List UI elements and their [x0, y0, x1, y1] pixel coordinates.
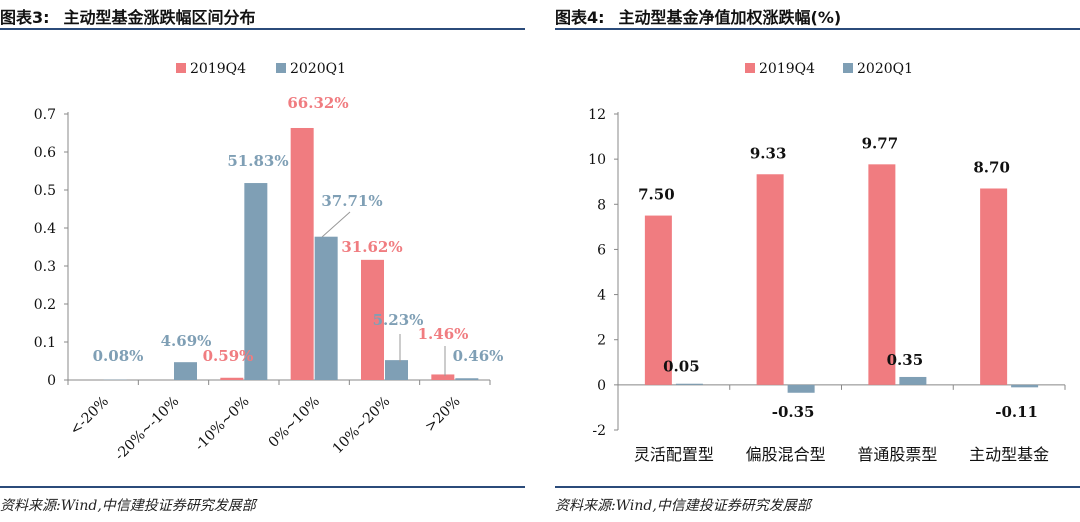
y-tick-label: 0.4 — [34, 221, 56, 237]
x-category-label: 偏股混合型 — [746, 445, 826, 464]
y-tick-label: 10 — [588, 152, 606, 168]
y-tick-label: 0 — [597, 378, 606, 394]
x-category-label: 10%~20% — [330, 394, 394, 458]
x-category-label: 0%~10% — [266, 394, 323, 451]
x-category-label: >20% — [422, 394, 464, 436]
bar-2020Q1-2 — [244, 183, 268, 380]
right-chart-caption: 图表4: 主动型基金净值加权涨跌幅(%) — [555, 4, 841, 28]
y-tick-label: 8 — [597, 197, 606, 213]
left-caption-label: 图表3: — [0, 8, 50, 27]
bar-2019Q4-2 — [868, 164, 896, 385]
data-label-2019Q4-5: 1.46% — [418, 325, 469, 343]
y-tick-label: 4 — [597, 288, 606, 304]
y-tick-label: 0.1 — [34, 335, 56, 351]
data-label-2020Q1-2: 51.83% — [227, 152, 288, 170]
data-label-2019Q4-2: 9.77 — [862, 134, 899, 152]
right-chart-panel: 图表4: 主动型基金净值加权涨跌幅(%) 2019Q4 2020Q1 -2 0 2 4 6 8 1… — [555, 0, 1080, 522]
right-bar-chart: 2019Q4 2020Q1 -2 0 2 4 6 8 10 12 灵活配置型 偏股混合型 普通股票型 主动… — [588, 61, 1066, 464]
bar-2019Q4-3 — [290, 127, 314, 380]
data-label-2020Q1-3: 37.71% — [321, 192, 382, 210]
bar-2019Q4-0 — [644, 215, 672, 385]
data-label-2019Q4-3: 66.32% — [287, 94, 348, 112]
y-tick-label: 12 — [588, 107, 606, 123]
bar-2019Q4-4 — [361, 259, 384, 380]
y-tick-label: -2 — [592, 423, 606, 439]
bar-2020Q1-5 — [455, 378, 479, 380]
bar-2020Q1-3 — [1011, 384, 1039, 388]
legend-swatch-2020Q1 — [843, 63, 853, 73]
y-tick-label: 0 — [47, 373, 56, 389]
bar-2020Q1-3 — [314, 236, 338, 380]
data-label-2020Q1-1: -0.35 — [772, 403, 815, 421]
bar-2020Q1-2 — [899, 376, 927, 385]
bar-2019Q4-5 — [431, 374, 455, 380]
x-category-label: -10%~0% — [192, 394, 253, 455]
right-source-note: 资料来源:Wind,中信建投证券研究发展部 — [555, 498, 811, 514]
legend-swatch-2019Q4 — [176, 63, 186, 73]
x-category-label: 灵活配置型 — [634, 445, 714, 464]
data-label-2019Q4-4: 31.62% — [341, 238, 402, 256]
legend-swatch-2019Q4 — [745, 63, 755, 73]
x-category-label: <-20% — [67, 394, 112, 439]
y-tick-label: 0.6 — [34, 145, 56, 161]
right-caption-label: 图表4: — [555, 8, 605, 27]
data-label-2020Q1-5: 0.46% — [453, 347, 504, 365]
y-tick-label: 0.2 — [34, 297, 56, 313]
y-tick-label: 0.5 — [34, 183, 56, 199]
bar-2020Q1-0 — [675, 383, 703, 385]
right-caption-title: 主动型基金净值加权涨跌幅(%) — [618, 8, 842, 27]
y-tick-label: 6 — [597, 242, 606, 258]
data-label-2020Q1-3: -0.11 — [995, 403, 1038, 421]
x-category-label: 主动型基金 — [969, 445, 1049, 464]
x-category-label: -20%~-10% — [112, 394, 182, 464]
y-tick-label: 0.3 — [34, 259, 56, 275]
data-label-2020Q1-4: 5.23% — [373, 311, 424, 329]
right-bottom-rule — [555, 486, 1080, 488]
data-label-2019Q4-0: 7.50 — [638, 186, 675, 204]
left-bottom-rule — [0, 486, 525, 488]
data-label-2019Q4-1: 9.33 — [750, 144, 787, 162]
bar-2020Q1-1 — [787, 384, 815, 393]
legend-label-2019Q4: 2019Q4 — [759, 61, 815, 77]
data-label-2020Q1-2: 0.35 — [887, 351, 924, 369]
left-top-rule — [0, 28, 525, 30]
left-chart-caption: 图表3: 主动型基金涨跌幅区间分布 — [0, 4, 256, 28]
y-tick-label: 0.7 — [34, 107, 56, 123]
bar-2019Q4-3 — [980, 188, 1008, 385]
legend-label-2020Q1: 2020Q1 — [290, 61, 346, 77]
bar-2019Q4-2 — [220, 377, 244, 380]
legend-swatch-2020Q1 — [276, 63, 286, 73]
bar-2020Q1-4 — [385, 360, 408, 380]
bar-2020Q1-1 — [174, 362, 197, 380]
legend-label-2020Q1: 2020Q1 — [857, 61, 913, 77]
x-category-label: 普通股票型 — [857, 445, 937, 464]
bar-2019Q4-1 — [756, 174, 784, 385]
y-tick-label: 2 — [597, 333, 606, 349]
right-top-rule — [555, 28, 1080, 30]
data-label-2020Q1-0: 0.05 — [663, 358, 700, 376]
data-label-2019Q4-3: 8.70 — [973, 158, 1010, 176]
data-label-2020Q1-0: 0.08% — [93, 347, 144, 365]
left-chart-panel: 图表3: 主动型基金涨跌幅区间分布 2019Q4 2020Q1 0 0.1 0.2 0.3 0… — [0, 0, 525, 522]
leader-line — [321, 211, 351, 238]
data-label-2020Q1-1: 4.69% — [161, 332, 212, 350]
left-caption-title: 主动型基金涨跌幅区间分布 — [63, 8, 256, 27]
data-label-2019Q4-2: 0.59% — [203, 347, 254, 365]
left-source-note: 资料来源:Wind,中信建投证券研究发展部 — [0, 498, 256, 514]
legend-label-2019Q4: 2019Q4 — [190, 61, 246, 77]
